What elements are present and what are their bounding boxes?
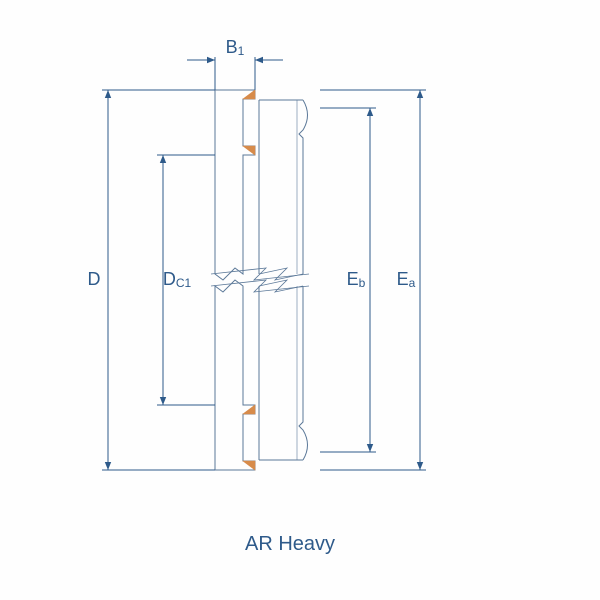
roller-outline: [299, 100, 308, 274]
flange-highlight: [243, 405, 255, 414]
dim-Ea-label: Ea: [397, 269, 416, 290]
race-section-top: [215, 90, 255, 280]
flange-highlight: [243, 146, 255, 155]
race-section-bottom: [215, 280, 255, 470]
diagram-canvas: D DC1 Eb Ea B1 AR Heavy: [0, 0, 600, 600]
dim-Eb-label: Eb: [347, 269, 366, 290]
roller-outline: [299, 286, 308, 460]
flange-highlight: [243, 461, 255, 470]
dim-Dc1-label: DC1: [163, 269, 192, 290]
flange-highlight: [243, 90, 255, 99]
dim-D-label: D: [88, 269, 101, 289]
diagram-title: AR Heavy: [245, 533, 335, 555]
dim-B1-label: B1: [226, 37, 245, 58]
